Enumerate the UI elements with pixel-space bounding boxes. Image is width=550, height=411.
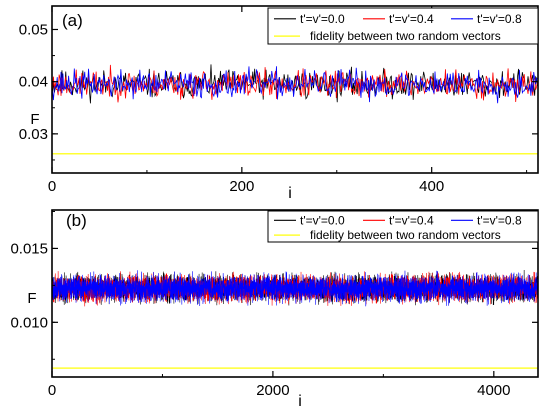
x-tick-label: 400 [419,178,444,195]
ticks-b: 0 2000 4000 0.010 0.015 [10,210,538,399]
y-tick-label: 0.05 [19,21,48,38]
panel-label-b: (b) [66,211,87,230]
legend-label-series-1-b: t'=v'=0.0 [300,213,345,227]
legend-box-a [267,7,539,45]
ticks-a: 0 200 400 0.03 0.04 0.05 [19,6,538,195]
x-axis-label-a: i [288,185,292,202]
x-tick-label: 4000 [477,382,510,399]
x-tick-label: 0 [48,178,56,195]
legend-a: t'=v'=0.0 t'=v'=0.4 t'=v'=0.8 fidelity b… [267,7,539,45]
legend-label-reference-b: fidelity between two random vectors [310,228,501,242]
x-tick-label: 2000 [256,382,289,399]
panel-label-a: (a) [62,11,83,30]
panel-a: 0 200 400 0.03 0.04 0.05 (a) i F t'=v'=0.0 t'… [19,5,539,202]
y-axis-label-a: F [30,111,39,128]
y-tick-label: 0.015 [10,240,48,257]
legend-label-series-3-a: t'=v'=0.8 [477,12,522,26]
series-layer-a [52,64,538,104]
x-tick-label: 200 [229,178,254,195]
legend-label-series-3-b: t'=v'=0.8 [477,213,522,227]
series-line-3 [52,66,538,104]
y-axis-label-b: F [27,290,36,307]
legend-label-series-2-a: t'=v'=0.4 [389,12,434,26]
y-tick-label: 0.010 [10,314,48,331]
legend-box-b [267,210,539,243]
legend-label-series-1-a: t'=v'=0.0 [300,12,345,26]
y-tick-label: 0.03 [19,126,48,143]
x-tick-label: 0 [48,382,56,399]
series-layer-b [52,270,538,307]
series-line-3 [52,270,538,307]
y-tick-label: 0.04 [19,74,48,91]
plot-frame-a [51,5,539,174]
plot-frame-b [51,209,539,378]
x-axis-label-b: i [298,393,302,410]
panel-b: 0 2000 4000 0.010 0.015 (b) i F t'=v'=0.0 t'… [10,209,539,410]
legend-label-reference-a: fidelity between two random vectors [310,29,501,43]
legend-b: t'=v'=0.0 t'=v'=0.4 t'=v'=0.8 fidelity b… [267,210,539,243]
legend-label-series-2-b: t'=v'=0.4 [389,213,434,227]
